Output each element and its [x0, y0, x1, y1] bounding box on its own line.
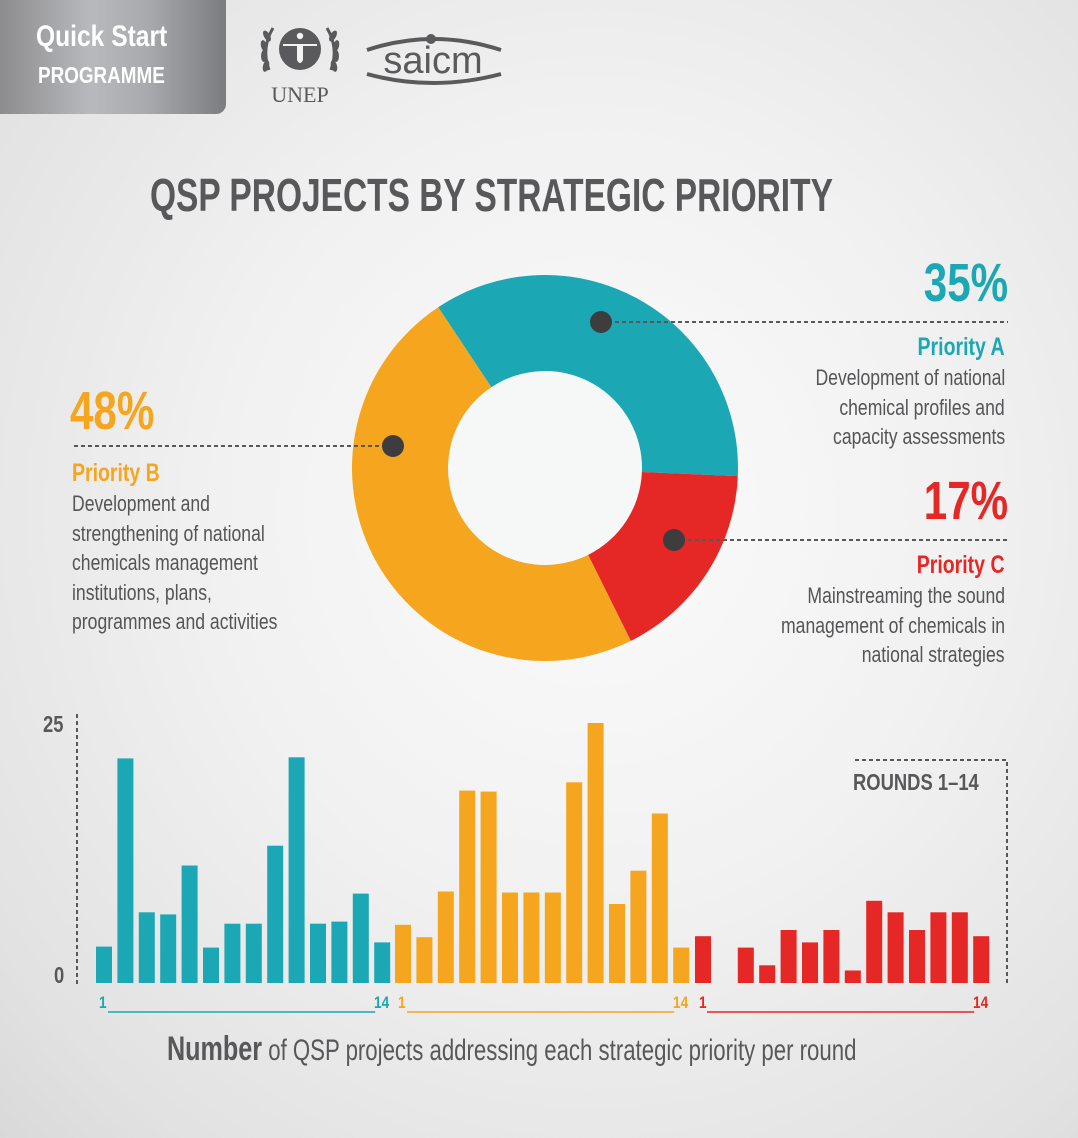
bar-priority-c-round-13	[951, 912, 968, 983]
bar-priority-a-round-9	[267, 845, 284, 983]
caption-bold: Number	[167, 1030, 263, 1068]
priority-b-round-start: 1	[398, 993, 406, 1012]
y-tick-label-max: 25	[43, 711, 64, 737]
badge-subtitle: PROGRAMME	[38, 62, 165, 88]
bar-priority-c-round-8	[844, 970, 861, 983]
bar-priority-c-round-3	[737, 947, 754, 983]
bar-priority-a-round-12	[331, 921, 348, 983]
bar-priority-c-round-5	[780, 930, 797, 983]
bar-priority-a-round-14	[374, 942, 391, 983]
bar-priority-a-round-7	[224, 923, 241, 983]
bar-priority-b-round-11	[609, 904, 625, 983]
priority-c-description: Mainstreaming the sound management of ch…	[780, 583, 1005, 667]
bar-priority-a-round-10	[288, 757, 305, 983]
bar-priority-b-round-6	[502, 892, 518, 983]
saicm-wordmark: saicm	[383, 40, 482, 82]
bar-priority-b-round-3	[437, 891, 454, 983]
priority-b-percent: 48%	[70, 381, 155, 441]
bar-priority-c-round-10	[887, 912, 904, 983]
bar-priority-a-round-13	[352, 893, 369, 983]
priority-a-description: Development of national chemical profile…	[815, 365, 1005, 449]
donut-slice-priority-c	[588, 472, 738, 641]
bar-priority-c-round-1	[695, 936, 711, 983]
bar-priority-c-round-11	[909, 930, 925, 983]
bar-priority-c-round-7	[823, 930, 840, 983]
bar-priority-a-round-2	[117, 758, 134, 983]
bar-priority-a-round-1	[96, 946, 112, 983]
rounds-label: ROUNDS 1–14	[853, 769, 979, 795]
bar-priority-b-round-7	[523, 892, 540, 983]
priority-a-round-start: 1	[99, 993, 107, 1012]
marker-dot-priority-a	[590, 311, 612, 333]
programme-badge	[0, 0, 226, 114]
page-title: QSP PROJECTS BY STRATEGIC PRIORITY	[150, 169, 833, 221]
priority-b-description: Development and strengthening of nationa…	[72, 491, 278, 634]
bar-priority-b-round-5	[480, 791, 497, 983]
donut-slice-priority-b	[352, 307, 631, 661]
bar-priority-b-round-1	[395, 924, 411, 983]
bar-priority-a-round-3	[138, 912, 155, 983]
bar-priority-b-round-12	[630, 870, 647, 983]
rounds-box-frame	[855, 759, 1008, 984]
badge-title: Quick Start	[36, 20, 168, 53]
bar-priority-a-round-4	[160, 914, 177, 983]
bar-priority-b-round-8	[544, 892, 561, 983]
bar-priority-b-round-13	[651, 813, 668, 983]
donut-hole	[448, 371, 642, 565]
priority-b-label: Priority B	[72, 459, 160, 487]
donut-slice-priority-a	[438, 275, 738, 477]
priority-c-round-start: 1	[699, 993, 707, 1012]
donut-chart	[72, 275, 1008, 661]
saicm-logo: saicm	[366, 34, 502, 85]
bar-priority-a-round-11	[310, 923, 326, 983]
priority-c-percent: 17%	[923, 471, 1008, 531]
bar-chart	[76, 714, 1008, 1013]
bar-priority-a-round-5	[181, 865, 198, 983]
chart-caption: Number of QSP projects addressing each s…	[167, 1030, 1078, 1069]
bar-priority-c-round-9	[866, 900, 883, 983]
marker-dot-priority-b	[382, 435, 404, 457]
marker-dot-priority-c	[663, 529, 685, 551]
priority-a-percent: 35%	[923, 253, 1008, 313]
bar-priority-b-round-14	[673, 947, 690, 983]
priority-c-label: Priority C	[917, 551, 1005, 579]
priority-a-round-end: 14	[374, 993, 390, 1012]
bar-priority-c-round-12	[930, 912, 947, 983]
bar-priority-a-round-6	[203, 947, 219, 983]
bar-priority-c-round-14	[973, 936, 990, 983]
bar-priority-a-round-8	[245, 923, 262, 983]
unep-wordmark: UNEP	[271, 82, 328, 107]
y-tick-label-min: 0	[54, 962, 65, 988]
priority-b-round-end: 14	[673, 993, 689, 1012]
bar-priority-b-round-4	[459, 790, 476, 983]
bar-priority-b-round-2	[416, 937, 433, 983]
bar-priority-b-round-10	[587, 723, 604, 983]
bar-priority-b-round-9	[566, 782, 583, 983]
priority-a-label: Priority A	[917, 333, 1005, 361]
bar-priority-c-round-4	[759, 965, 776, 983]
unep-logo: UNEP	[260, 27, 340, 107]
priority-c-round-end: 14	[973, 993, 989, 1012]
caption-rest: of QSP projects addressing each strategi…	[262, 1034, 857, 1067]
bar-priority-c-round-6	[802, 942, 818, 983]
